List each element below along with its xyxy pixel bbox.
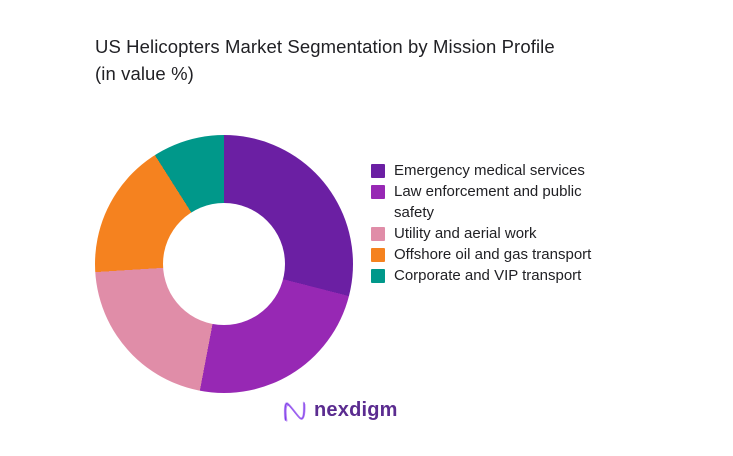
chart-title-line1: US Helicopters Market Segmentation by Mi… xyxy=(95,36,555,57)
legend-item: Offshore oil and gas transport xyxy=(371,244,603,265)
donut-chart xyxy=(95,135,353,393)
legend-swatch-icon xyxy=(371,185,385,199)
legend-label: Offshore oil and gas transport xyxy=(394,246,592,263)
legend-item: Utility and aerial work xyxy=(371,223,603,244)
chart-title-line2: (in value %) xyxy=(95,63,194,84)
legend-label: Utility and aerial work xyxy=(394,225,537,242)
legend-swatch-icon xyxy=(371,227,385,241)
legend-label: Emergency medical services xyxy=(394,162,585,179)
legend-swatch-icon xyxy=(371,269,385,283)
legend-label: Law enforcement and public safety xyxy=(394,183,582,221)
legend-item: Corporate and VIP transport xyxy=(371,265,603,286)
donut-hole xyxy=(163,203,285,325)
legend-swatch-icon xyxy=(371,248,385,262)
legend-swatch-icon xyxy=(371,164,385,178)
chart-title: US Helicopters Market Segmentation by Mi… xyxy=(95,33,555,87)
legend: Emergency medical services Law enforceme… xyxy=(371,160,603,286)
nexdigm-logo: nexdigm xyxy=(281,395,398,425)
legend-item: Law enforcement and public safety xyxy=(371,181,603,223)
nexdigm-logo-text: nexdigm xyxy=(314,398,398,421)
legend-item: Emergency medical services xyxy=(371,160,603,181)
nexdigm-logo-icon xyxy=(283,401,306,422)
legend-label: Corporate and VIP transport xyxy=(394,267,582,284)
